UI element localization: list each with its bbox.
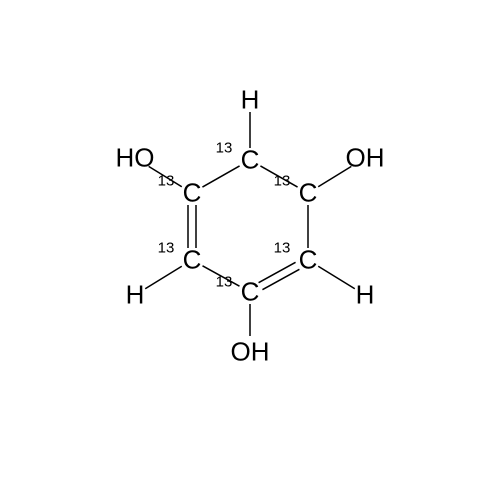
isotope-i3: 13 bbox=[274, 240, 291, 257]
atom-c3: C bbox=[299, 245, 318, 276]
isotope-i6: 13 bbox=[158, 173, 175, 190]
atom-c6: C bbox=[183, 178, 202, 209]
atom-oh_r: OH bbox=[346, 143, 385, 174]
atom-c4: C bbox=[241, 277, 260, 308]
atom-c5: C bbox=[183, 245, 202, 276]
bond-layer bbox=[0, 0, 500, 500]
atom-oh_b: OH bbox=[231, 337, 270, 368]
isotope-i2: 13 bbox=[274, 173, 291, 190]
isotope-i5: 13 bbox=[158, 240, 175, 257]
atom-c1: C bbox=[241, 145, 260, 176]
atom-h_top: H bbox=[241, 85, 260, 116]
atom-c2: C bbox=[299, 178, 318, 209]
isotope-i4: 13 bbox=[216, 274, 233, 291]
structure-canvas: CCCCCCHOHHOHHHO131313131313 bbox=[0, 0, 500, 500]
isotope-i1: 13 bbox=[216, 140, 233, 157]
atom-h_l: H bbox=[126, 280, 145, 311]
atom-ho_l: HO bbox=[116, 143, 155, 174]
atom-h_r: H bbox=[356, 280, 375, 311]
